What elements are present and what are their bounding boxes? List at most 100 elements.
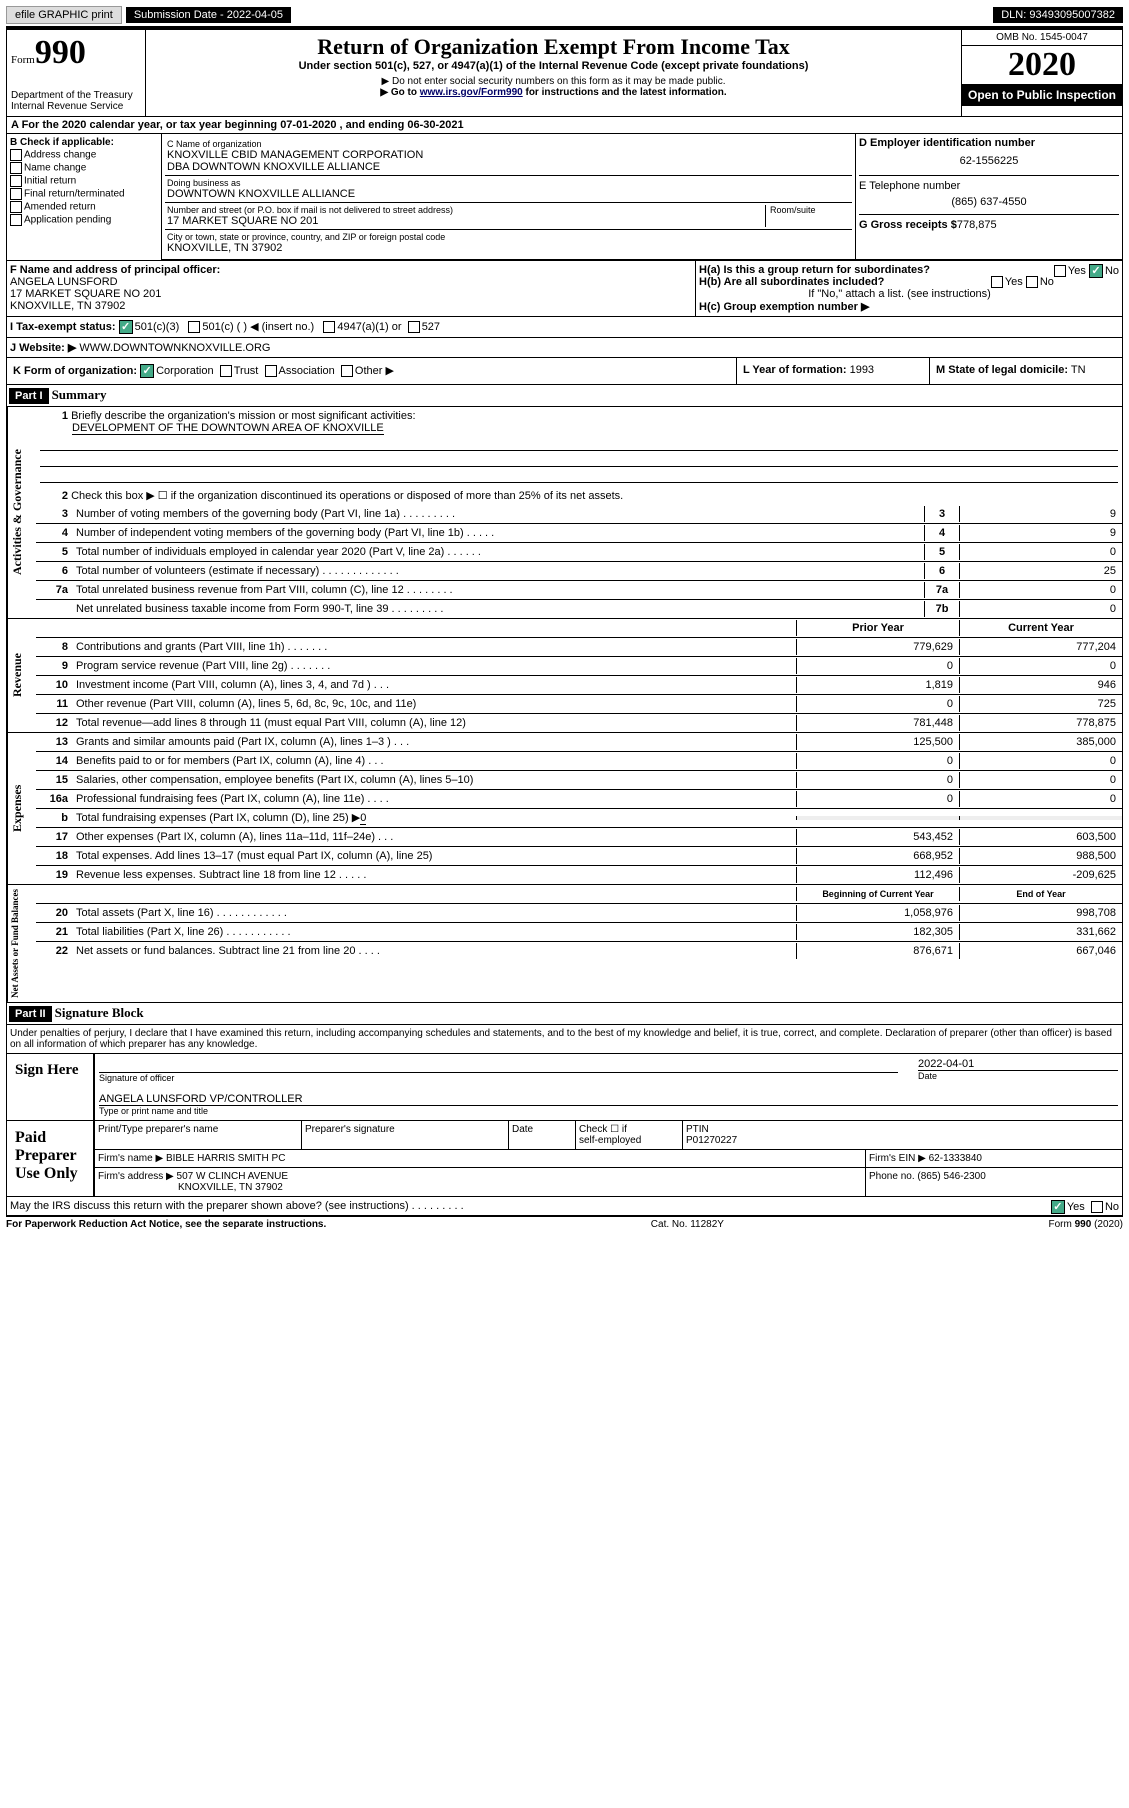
l15-text: Salaries, other compensation, employee b… — [72, 772, 796, 788]
ha-yes[interactable] — [1054, 265, 1066, 277]
chk-other[interactable] — [341, 365, 353, 377]
form-title: Return of Organization Exempt From Incom… — [150, 34, 957, 60]
l21-cur: 331,662 — [959, 924, 1122, 940]
declaration: Under penalties of perjury, I declare th… — [6, 1025, 1123, 1054]
l13-text: Grants and similar amounts paid (Part IX… — [72, 734, 796, 750]
year-formed: 1993 — [850, 364, 874, 376]
l6-text: Total number of volunteers (estimate if … — [72, 563, 924, 579]
chk-amended[interactable] — [10, 201, 22, 213]
chk-initial[interactable] — [10, 175, 22, 187]
chk-trust[interactable] — [220, 365, 232, 377]
room-label: Room/suite — [770, 205, 850, 215]
firm-name: BIBLE HARRIS SMITH PC — [166, 1153, 285, 1164]
chk-final[interactable] — [10, 188, 22, 200]
firm-label: Firm's name ▶ — [98, 1153, 163, 1164]
k-label: K Form of organization: — [13, 365, 137, 377]
hb-no[interactable] — [1026, 276, 1038, 288]
officer-print-name: ANGELA LUNSFORD VP/CONTROLLER — [99, 1093, 1118, 1105]
l13-prior: 125,500 — [796, 734, 959, 750]
firm-addr1: 507 W CLINCH AVENUE — [177, 1171, 289, 1182]
sub3-pre: ▶ Go to — [380, 87, 419, 98]
l20-text: Total assets (Part X, line 16) . . . . .… — [72, 905, 796, 921]
chk-527[interactable] — [408, 321, 420, 333]
form-number: 990 — [35, 34, 86, 71]
officer-name: ANGELA LUNSFORD — [10, 276, 692, 288]
chk-address[interactable] — [10, 149, 22, 161]
l14-text: Benefits paid to or for members (Part IX… — [72, 753, 796, 769]
top-bar: efile GRAPHIC print Submission Date - 20… — [6, 6, 1123, 24]
l11-prior: 0 — [796, 696, 959, 712]
chk-corp[interactable]: ✓ — [140, 364, 154, 378]
ptin-label: PTIN — [686, 1124, 709, 1135]
l18-text: Total expenses. Add lines 13–17 (must eq… — [72, 848, 796, 864]
hb-yes[interactable] — [991, 276, 1003, 288]
sig-officer-label: Signature of officer — [99, 1072, 898, 1083]
g-gross-label: G Gross receipts $ — [859, 219, 957, 231]
chk-4947[interactable] — [323, 321, 335, 333]
chk-501c[interactable] — [188, 321, 200, 333]
l15-prior: 0 — [796, 772, 959, 788]
l1-text: Briefly describe the organization's miss… — [71, 410, 415, 422]
l14-prior: 0 — [796, 753, 959, 769]
dba-value: DOWNTOWN KNOXVILLE ALLIANCE — [167, 188, 850, 200]
sig-date-label: Date — [918, 1070, 1118, 1081]
e-phone-label: E Telephone number — [859, 180, 1119, 192]
col-b-checkboxes: B Check if applicable: Address change Na… — [7, 134, 162, 260]
l20-prior: 1,058,976 — [796, 905, 959, 921]
l11-text: Other revenue (Part VIII, column (A), li… — [72, 696, 796, 712]
l4-text: Number of independent voting members of … — [72, 525, 924, 541]
chk-assoc[interactable] — [265, 365, 277, 377]
l22-text: Net assets or fund balances. Subtract li… — [72, 943, 796, 959]
l5-text: Total number of individuals employed in … — [72, 544, 924, 560]
footer-left: For Paperwork Reduction Act Notice, see … — [6, 1219, 326, 1230]
form990-link[interactable]: www.irs.gov/Form990 — [420, 87, 523, 98]
l21-prior: 182,305 — [796, 924, 959, 940]
l22-cur: 667,046 — [959, 943, 1122, 959]
l14-cur: 0 — [959, 753, 1122, 769]
ein-label: Firm's EIN ▶ — [869, 1153, 926, 1164]
org-name1: KNOXVILLE CBID MANAGEMENT CORPORATION — [167, 149, 850, 161]
efile-btn[interactable]: efile GRAPHIC print — [6, 6, 122, 24]
row-a-period: A For the 2020 calendar year, or tax yea… — [6, 117, 1123, 134]
l17-cur: 603,500 — [959, 829, 1122, 845]
l7b-text: Net unrelated business taxable income fr… — [72, 601, 924, 617]
city-value: KNOXVILLE, TN 37902 — [167, 242, 850, 254]
end-hdr: End of Year — [959, 887, 1122, 901]
prep-date-hdr: Date — [509, 1121, 576, 1149]
tax-year: 2020 — [962, 46, 1122, 84]
beg-hdr: Beginning of Current Year — [796, 887, 959, 901]
tab-net: Net Assets or Fund Balances — [7, 885, 36, 1002]
hb-label: H(b) Are all subordinates included? — [699, 276, 884, 288]
chk-pending[interactable] — [10, 214, 22, 226]
discuss-no[interactable] — [1091, 1201, 1103, 1213]
irs-label: Internal Revenue Service — [11, 101, 141, 112]
mission-text: DEVELOPMENT OF THE DOWNTOWN AREA OF KNOX… — [72, 422, 384, 435]
l2-text: Check this box ▶ ☐ if the organization d… — [71, 490, 623, 502]
l8-text: Contributions and grants (Part VIII, lin… — [72, 639, 796, 655]
part2-hdr: Part II — [9, 1006, 52, 1022]
l16a-text: Professional fundraising fees (Part IX, … — [72, 791, 796, 807]
j-label: J Website: ▶ — [10, 342, 76, 354]
chk-name[interactable] — [10, 162, 22, 174]
l20-cur: 998,708 — [959, 905, 1122, 921]
dba-label: Doing business as — [167, 178, 850, 188]
l10-cur: 946 — [959, 677, 1122, 693]
officer-addr2: KNOXVILLE, TN 37902 — [10, 300, 692, 312]
firm-phone: (865) 546-2300 — [917, 1171, 985, 1182]
addr-label: Number and street (or P.O. box if mail i… — [167, 205, 765, 215]
chk-501c3[interactable]: ✓ — [119, 320, 133, 334]
footer-mid: Cat. No. 11282Y — [651, 1219, 724, 1230]
addr-value: 17 MARKET SQUARE NO 201 — [167, 215, 765, 227]
l19-cur: -209,625 — [959, 867, 1122, 883]
l9-prior: 0 — [796, 658, 959, 674]
discuss-yes[interactable]: ✓ — [1051, 1200, 1065, 1214]
l5-val: 0 — [959, 544, 1122, 560]
l7a-val: 0 — [959, 582, 1122, 598]
ha-no[interactable]: ✓ — [1089, 264, 1103, 278]
ein-value: 62-1556225 — [859, 155, 1119, 167]
l-label: L Year of formation: — [743, 364, 847, 376]
subdate-btn[interactable]: Submission Date - 2022-04-05 — [126, 7, 291, 23]
l21-text: Total liabilities (Part X, line 26) . . … — [72, 924, 796, 940]
omb-number: OMB No. 1545-0047 — [962, 30, 1122, 46]
l19-prior: 112,496 — [796, 867, 959, 883]
